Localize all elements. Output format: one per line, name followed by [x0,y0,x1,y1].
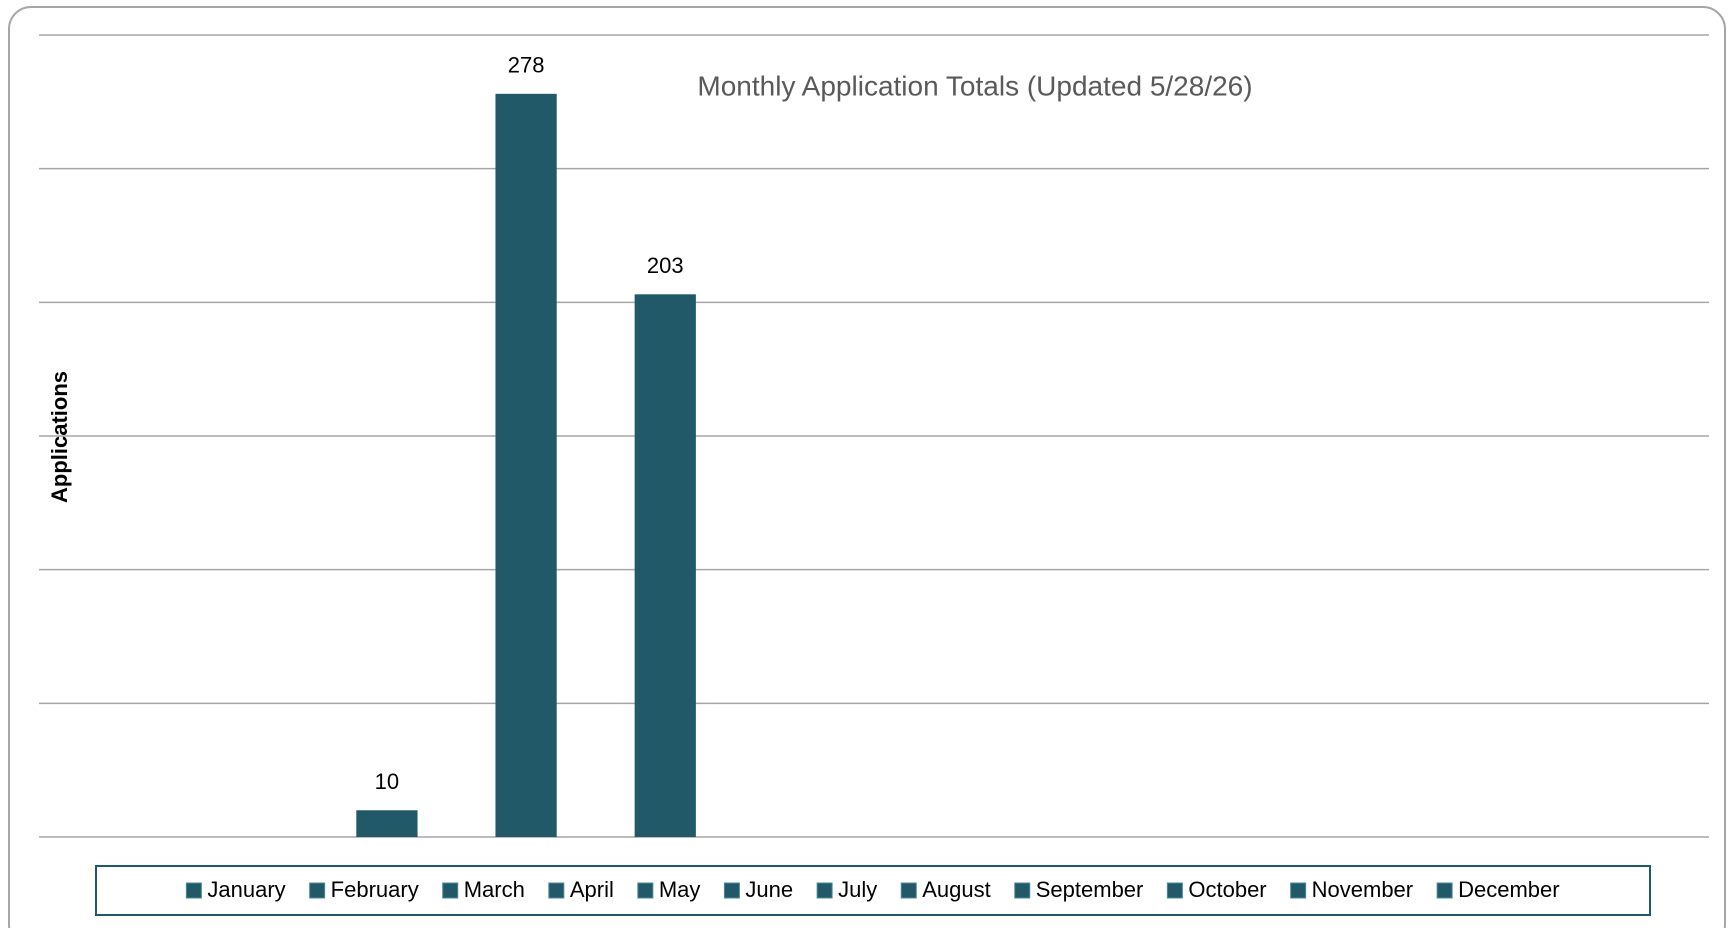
legend-swatch [185,882,202,899]
chart-border [8,6,1726,928]
legend-swatch [1290,882,1307,899]
legend-swatch [1014,882,1031,899]
legend-label: June [745,877,793,902]
data-label: 278 [508,53,545,78]
bar [495,93,557,837]
y-axis-label: Applications [47,371,72,503]
legend-label: February [331,877,419,902]
legend-label: November [1312,877,1413,902]
chart-title: Monthly Application Totals (Updated 5/28… [697,70,1252,101]
data-label: 10 [375,769,399,794]
data-label: 203 [647,253,684,278]
legend-label: December [1458,877,1559,902]
legend-label: January [207,877,285,902]
bar [634,294,696,837]
legend-label: September [1036,877,1144,902]
legend-label: July [838,877,877,902]
bar [356,810,418,837]
legend-label: October [1188,877,1266,902]
legend-swatch [900,882,917,899]
legend-swatch [548,882,565,899]
legend-label: March [464,877,525,902]
legend-swatch [723,882,740,899]
legend-swatch [1436,882,1453,899]
legend-label: April [570,877,614,902]
legend-swatch [1166,882,1183,899]
legend-swatch [309,882,326,899]
legend-swatch [637,882,654,899]
legend-label: May [659,877,701,902]
legend-box [95,865,1651,916]
legend-swatch [816,882,833,899]
legend-label: August [922,877,991,902]
legend-swatch [442,882,459,899]
